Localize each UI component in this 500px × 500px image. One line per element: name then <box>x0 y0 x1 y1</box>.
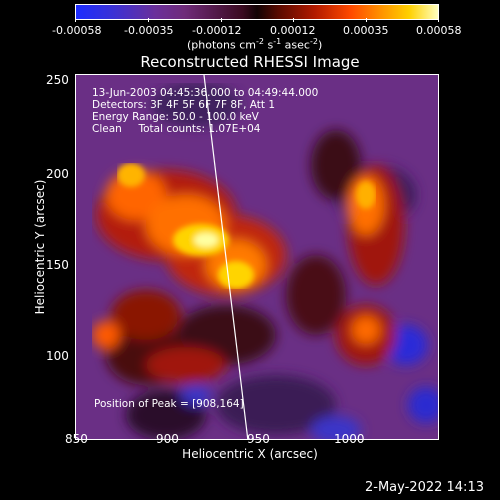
colorbar-tick <box>293 18 294 22</box>
colorbar-tick <box>75 18 76 22</box>
detectors-text: Detectors: 3F 4F 5F 6F 7F 8F, Att 1 <box>92 99 276 111</box>
solar-limb-line <box>203 75 249 439</box>
colorbar-tick <box>366 18 367 22</box>
colorbar-tick-label: -0.00012 <box>192 24 242 37</box>
energy-range-text: Energy Range: 50.0 - 100.0 keV <box>92 111 259 123</box>
timestamp: 2-May-2022 14:13 <box>365 480 484 495</box>
y-tick-label: 150 <box>46 258 69 272</box>
colorbar-unit-label: (photons cm-2 s-1 asec-2) <box>187 37 323 52</box>
colorbar-tick <box>148 18 149 22</box>
x-tick-label: 950 <box>247 432 270 446</box>
colorbar-tick <box>438 18 439 22</box>
y-axis-label: Heliocentric Y (arcsec) <box>33 179 47 315</box>
time-range-text: 13-Jun-2003 04:45:36.000 to 04:49:44.000 <box>92 87 319 99</box>
colorbar-tick-label: 0.00058 <box>416 24 462 37</box>
colorbar-tick <box>221 18 222 22</box>
plot-title: Reconstructed RHESSI Image <box>140 53 360 71</box>
solar-image: 13-Jun-2003 04:45:36.000 to 04:49:44.000… <box>75 74 439 440</box>
method-counts-text: Clean Total counts: 1.07E+04 <box>92 123 261 135</box>
colorbar-tick-label: -0.00035 <box>124 24 174 37</box>
colorbar-tick-label: 0.00035 <box>343 24 389 37</box>
x-tick-label: 900 <box>156 432 179 446</box>
y-tick-label: 200 <box>46 167 69 181</box>
x-tick-label: 850 <box>65 432 88 446</box>
colorbar-tick-label: 0.00012 <box>270 24 316 37</box>
y-tick-label: 100 <box>46 349 69 363</box>
x-axis-label: Heliocentric X (arcsec) <box>182 447 318 461</box>
x-tick-label: 1000 <box>334 432 365 446</box>
peak-position-text: Position of Peak = [908,164] <box>94 398 244 410</box>
y-tick-label: 250 <box>46 73 69 87</box>
colorbar-tick-label: -0.00058 <box>52 24 102 37</box>
rhessi-image <box>76 75 438 439</box>
colorbar <box>75 4 439 20</box>
